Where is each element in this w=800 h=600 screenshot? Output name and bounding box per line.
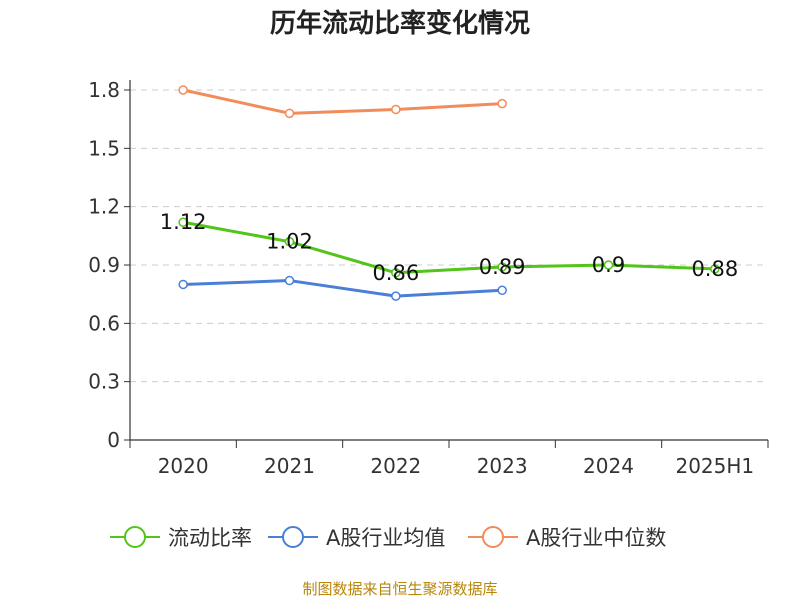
y-tick-label: 1.2 — [88, 195, 120, 219]
data-point — [284, 236, 295, 247]
x-tick-label: 2023 — [477, 454, 528, 478]
data-point — [391, 268, 401, 278]
series-0: 1.12 1.02 0.86 0.89 0.9 0.88 — [160, 210, 738, 285]
y-tick-label: 1.5 — [88, 136, 120, 160]
data-point — [603, 260, 614, 270]
y-tick-label: 0.6 — [88, 311, 120, 335]
series-line — [182, 88, 503, 115]
series-layer: 1.12 1.02 0.86 0.89 0.9 0.88 — [160, 85, 738, 301]
data-point — [710, 264, 720, 274]
data-label: 0.88 — [691, 257, 738, 281]
data-label: 1.12 — [160, 210, 207, 234]
data-label: 0.9 — [592, 253, 625, 277]
data-label: 0.86 — [372, 261, 419, 285]
data-label: 0.89 — [479, 255, 526, 279]
axes: 0 0.3 0.6 0.9 1.2 1.5 1.8 2020 2021 2022 2023 2024 2… — [88, 78, 769, 478]
data-point — [178, 217, 188, 227]
legend: 流动比率 A股行业均值 A股行业中位数 — [110, 526, 666, 550]
series-line — [183, 279, 503, 298]
data-point — [391, 104, 401, 115]
y-tick-label: 0.9 — [88, 253, 120, 277]
y-tick-label: 1.8 — [88, 78, 120, 102]
legend-marker — [282, 526, 304, 548]
legend-label: A股行业均值 — [326, 526, 445, 550]
x-tick-label: 2022 — [370, 454, 421, 478]
data-point — [497, 285, 507, 296]
data-point — [391, 291, 401, 301]
y-tick-label: 0 — [107, 428, 120, 452]
chart-title: 历年流动比率变化情况 — [270, 8, 530, 39]
y-tick-label: 0.3 — [88, 370, 120, 394]
gridlines — [130, 89, 768, 383]
data-point — [284, 108, 295, 119]
legend-item-1: A股行业均值 — [268, 526, 445, 550]
legend-marker — [124, 526, 146, 548]
data-point — [497, 262, 507, 272]
data-point — [284, 275, 295, 286]
series-1 — [178, 275, 507, 301]
legend-label: A股行业中位数 — [526, 526, 666, 550]
legend-marker — [482, 526, 504, 548]
x-tick-label: 2025H1 — [675, 454, 754, 478]
data-point — [178, 279, 188, 290]
legend-item-0: 流动比率 — [110, 526, 252, 550]
legend-item-2: A股行业中位数 — [468, 526, 666, 550]
series-line — [182, 220, 715, 275]
x-tick-label: 2024 — [583, 454, 634, 478]
x-tick-label: 2020 — [158, 454, 209, 478]
x-tick-label: 2021 — [264, 454, 315, 478]
data-point — [178, 85, 188, 95]
series-2 — [178, 85, 507, 119]
legend-label: 流动比率 — [168, 526, 252, 550]
source-note: 制图数据来自恒生聚源数据库 — [302, 580, 497, 598]
data-point — [497, 98, 507, 109]
data-label: 1.02 — [266, 230, 313, 254]
